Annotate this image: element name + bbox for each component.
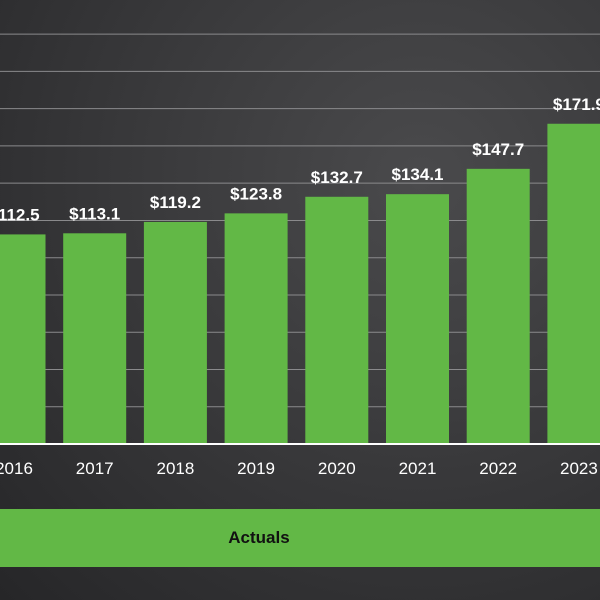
bar-2022 xyxy=(466,168,530,444)
bar-2018 xyxy=(143,221,207,444)
value-label-2022: $147.7 xyxy=(472,140,524,159)
bar-2023 xyxy=(547,123,600,444)
bar-2019 xyxy=(224,213,288,444)
tick-label-2019: 2019 xyxy=(237,459,275,478)
tick-label-2023: 2023 xyxy=(560,459,598,478)
value-label-2018: $119.2 xyxy=(150,193,201,212)
value-label-2016: $112.5 xyxy=(0,205,40,224)
actuals-label: Actuals xyxy=(228,528,290,547)
value-label-2019: $123.8 xyxy=(230,184,282,203)
value-label-2017: $113.1 xyxy=(69,204,120,223)
value-labels: $112.5 $113.1 $119.2 $123.8 $132.7 $134.1 $147… xyxy=(0,95,600,225)
bar-2020 xyxy=(305,196,369,444)
bar-2017 xyxy=(63,233,127,444)
value-label-2023: $171.9 xyxy=(553,95,600,114)
tick-label-2021: 2021 xyxy=(399,459,437,478)
bars xyxy=(0,123,600,444)
actuals-band: Actuals xyxy=(0,509,600,567)
tick-label-2016: 2016 xyxy=(0,459,33,478)
tick-label-2020: 2020 xyxy=(318,459,356,478)
bar-2021 xyxy=(386,194,449,444)
x-tick-labels: 2016 2017 2018 2019 2020 2021 2022 2023 xyxy=(0,459,598,478)
value-label-2020: $132.7 xyxy=(311,168,363,187)
tick-label-2022: 2022 xyxy=(479,459,517,478)
tick-label-2018: 2018 xyxy=(156,459,194,478)
value-label-2021: $134.1 xyxy=(392,165,444,184)
tick-label-2017: 2017 xyxy=(76,459,114,478)
bar-2016 xyxy=(0,234,46,444)
